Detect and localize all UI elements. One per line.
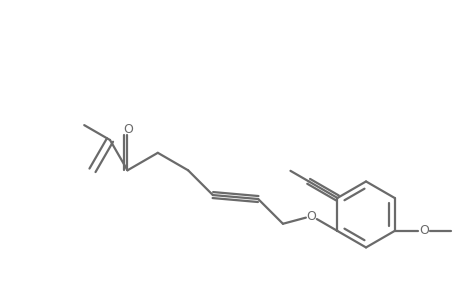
Text: O: O	[419, 224, 428, 237]
Text: O: O	[123, 123, 133, 136]
Text: O: O	[306, 210, 316, 223]
